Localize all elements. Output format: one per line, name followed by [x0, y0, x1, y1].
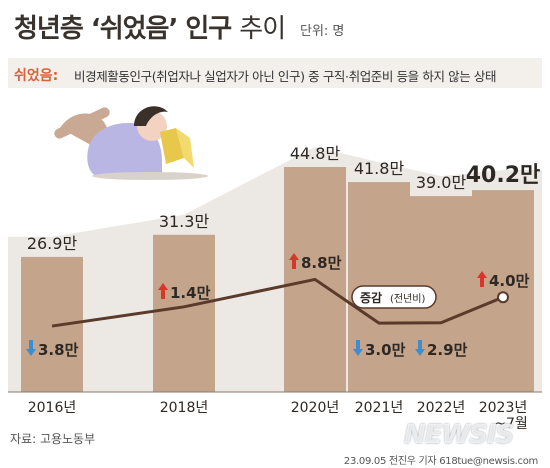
reading-person-illustration — [54, 106, 208, 180]
change-label-1: 1.4만 — [170, 284, 211, 302]
category-label-4: 2022년 — [417, 400, 466, 416]
change-label-5: 4.0만 — [489, 272, 530, 290]
svg-text:(전년비): (전년비) — [390, 293, 426, 305]
definition-text: 비경제활동인구(취업자나 실업자가 아닌 인구) 중 구직·취업준비 등을 하지… — [74, 69, 497, 84]
page-title: 청년층 ‘쉬었음’ 인구 추이 — [14, 8, 286, 45]
down-arrow-icon-4 — [415, 340, 425, 356]
unit-label: 단위: 명 — [300, 24, 345, 39]
change-callout: 증감 (전년비) — [351, 285, 437, 309]
change-line-endpoint — [497, 291, 509, 304]
change-line — [51, 277, 504, 328]
value-label-5: 40.2만 — [466, 163, 541, 188]
bar-5 — [472, 190, 534, 392]
value-label-3: 41.8만 — [354, 159, 405, 178]
change-label-4: 2.9만 — [427, 341, 468, 359]
value-label-4: 39.0만 — [416, 173, 467, 192]
bar-0 — [21, 256, 83, 392]
svg-text:증감: 증감 — [360, 290, 382, 305]
value-label-0: 26.9만 — [27, 234, 78, 253]
down-arrow-icon-0 — [26, 340, 36, 356]
up-arrow-icon-1 — [158, 283, 168, 299]
up-arrow-icon-2 — [289, 253, 299, 269]
category-label-0: 2016년 — [28, 400, 77, 416]
credit-line: 23.09.05 전진우 기자 618tue@newsis.com — [343, 456, 538, 467]
category-label-3: 2021년 — [355, 400, 404, 416]
definition-box — [8, 58, 542, 88]
category-label-5: 2023년 ~7월 — [479, 400, 528, 432]
title-light: 추이 — [239, 14, 286, 44]
category-label-1: 2018년 — [160, 400, 209, 416]
change-label-2: 8.8만 — [301, 254, 342, 272]
change-label-0: 3.8만 — [38, 341, 79, 359]
up-arrow-icon-5 — [477, 271, 487, 287]
definition-key: 쉬었음: — [14, 68, 59, 84]
change-label-3: 3.0만 — [365, 341, 406, 359]
category-label-2: 2020년 — [291, 400, 340, 416]
title-bold: 청년층 ‘쉬었음’ 인구 — [14, 14, 232, 44]
down-arrow-icon-3 — [353, 340, 363, 356]
value-label-2: 44.8만 — [290, 144, 341, 163]
bar-1 — [153, 234, 215, 392]
source-note: 자료: 고용노동부 — [10, 432, 96, 446]
newsis-watermark: NEWSIS — [404, 420, 514, 450]
value-label-1: 31.3만 — [159, 212, 210, 231]
